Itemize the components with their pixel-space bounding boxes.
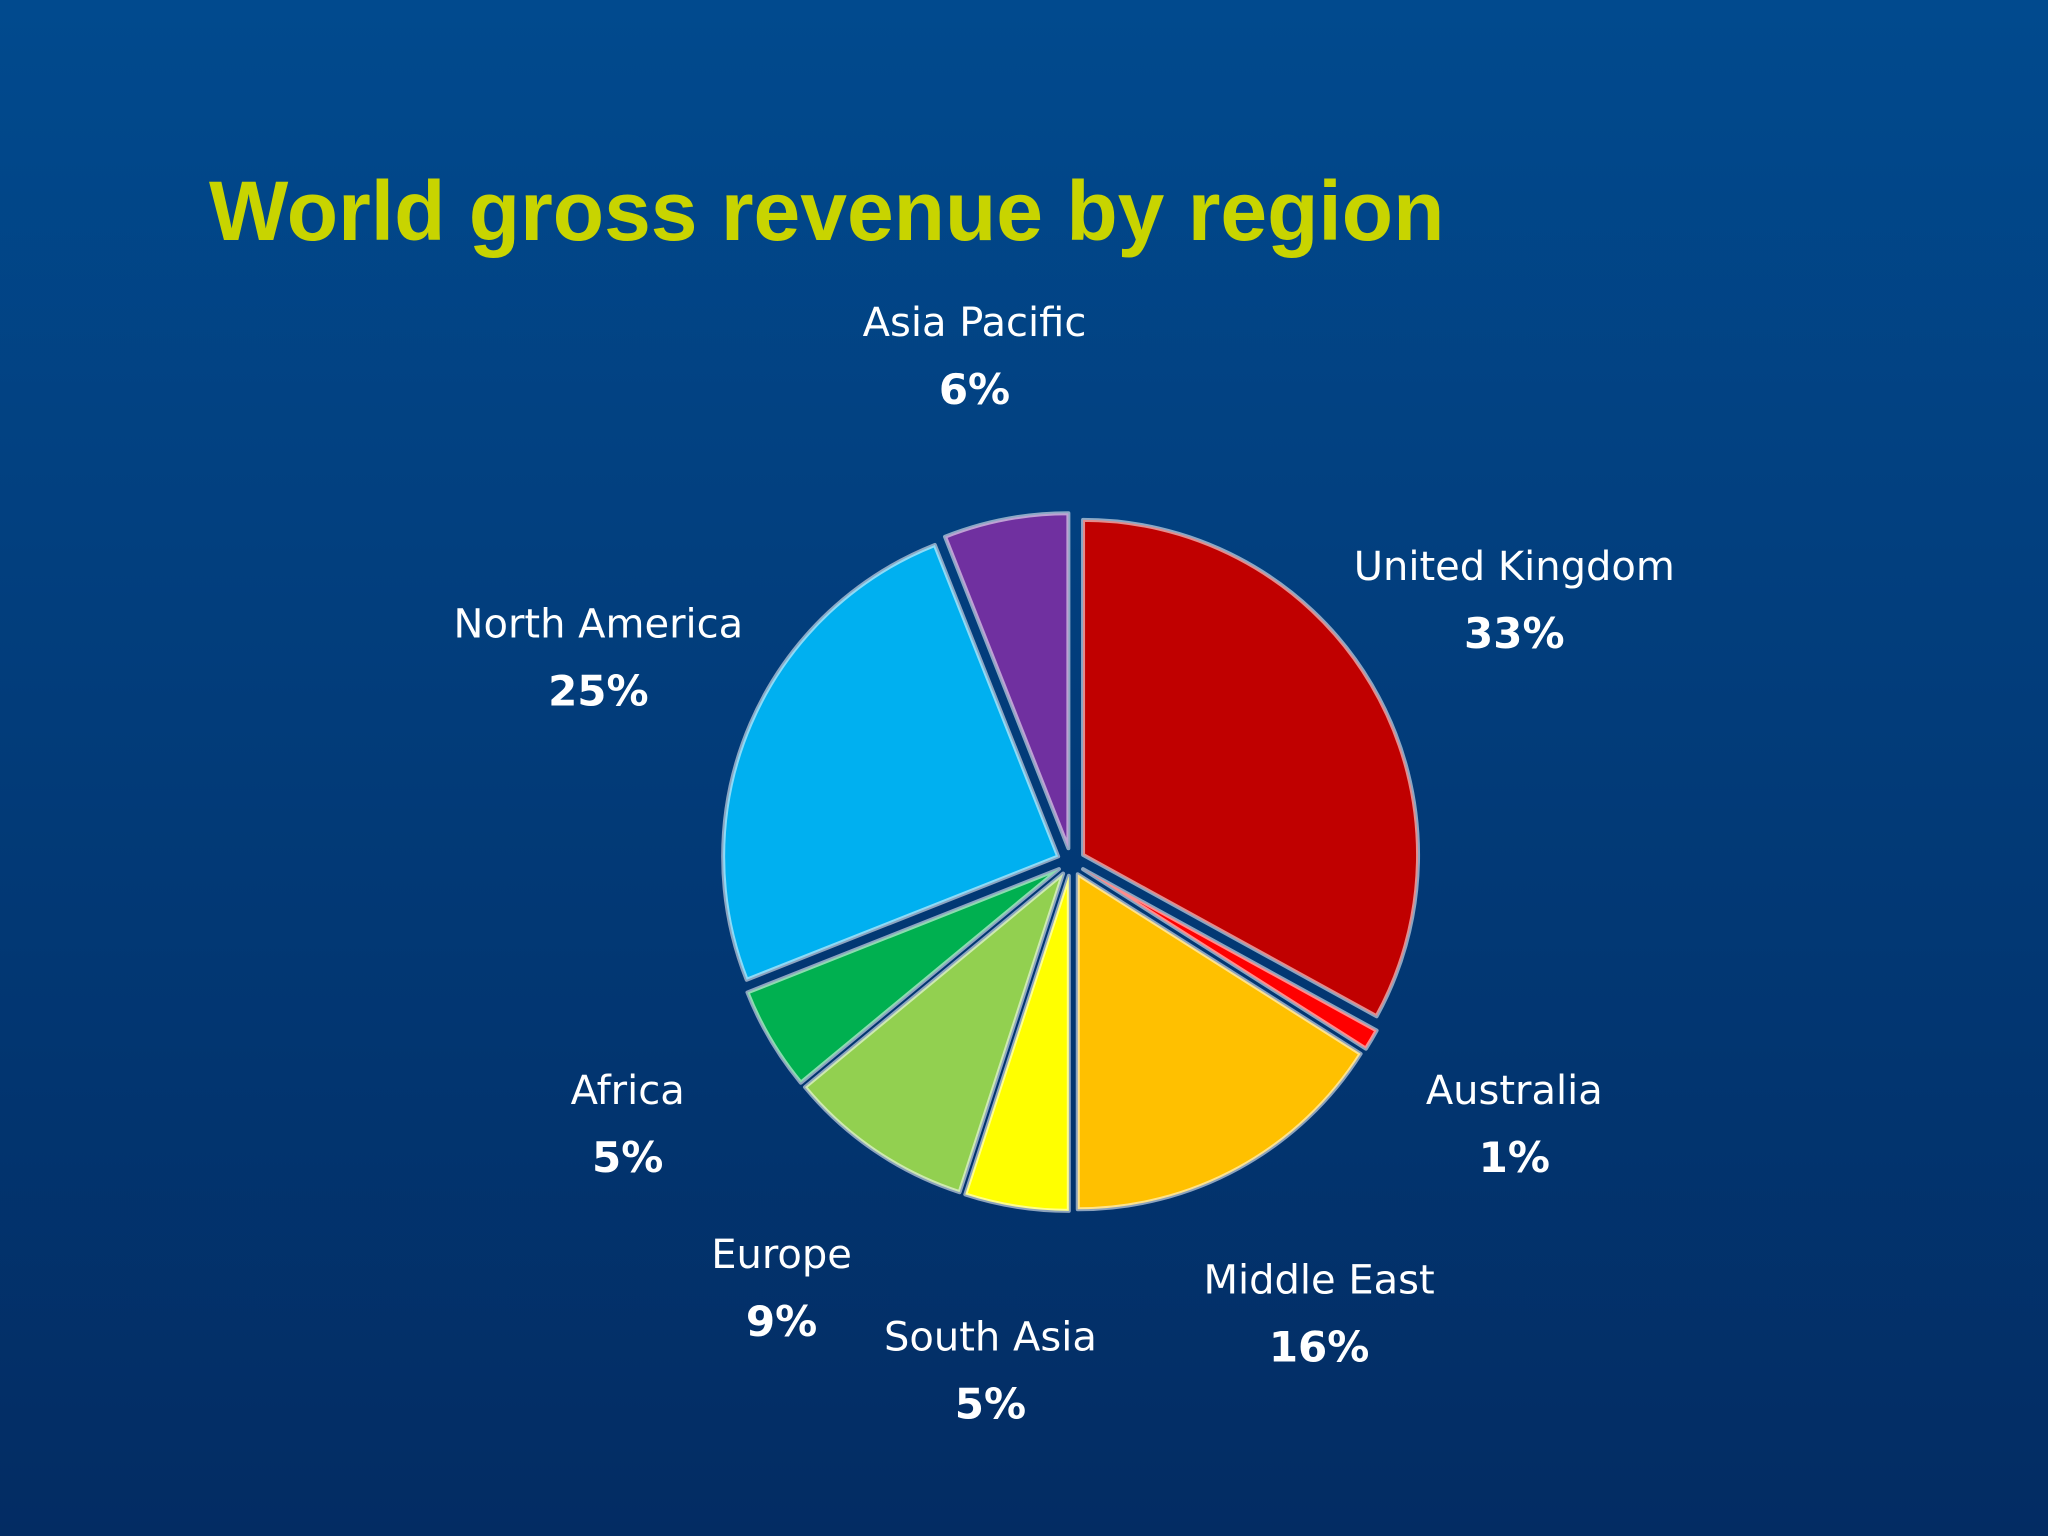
pie-slice [745,867,1061,1085]
slice-value-label: 5% [955,1380,1026,1429]
slice-value-label: 25% [548,666,649,715]
slice-value-label: 5% [592,1133,663,1182]
pie-slice [1081,867,1379,1051]
slice-value-label: 1% [1479,1133,1550,1182]
slice-label: Middle East [1204,1257,1435,1303]
slice-label: North America [454,601,744,647]
slice-value-label: 6% [939,365,1010,414]
pie-slice [1081,517,1421,1019]
slice-value-label: 9% [746,1297,817,1346]
pie-slice [943,511,1071,851]
slice-label: South Asia [884,1315,1097,1361]
chart-title: World gross revenue by region [209,164,1444,258]
slice-value-label: 33% [1464,609,1565,658]
slice-label: Asia Pacific [863,300,1087,346]
pie-slice [721,542,1061,982]
slice-label: Australia [1426,1068,1603,1114]
pie-slice [963,873,1071,1213]
slice-label: Africa [571,1068,685,1114]
pie-slice [803,871,1066,1195]
slice-label: Europe [711,1232,852,1278]
slice-label: United Kingdom [1354,544,1675,590]
pie-slice [1075,872,1363,1212]
slice-value-label: 16% [1269,1322,1370,1371]
